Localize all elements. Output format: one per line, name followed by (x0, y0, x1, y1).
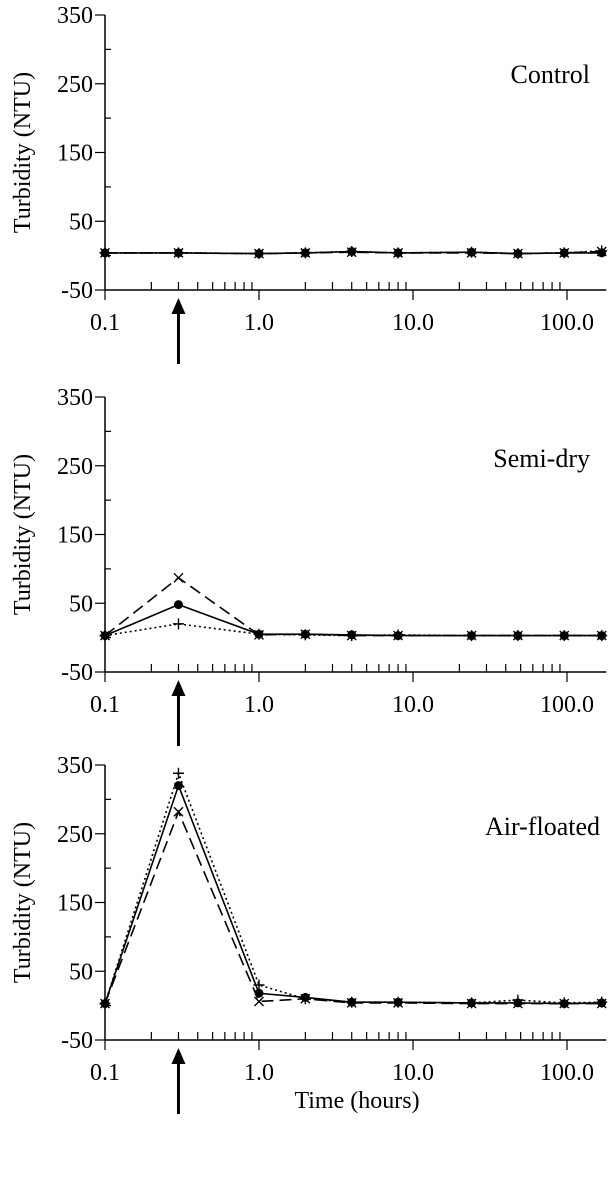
data-point-dot (467, 998, 477, 1008)
series-line-dot (105, 250, 602, 255)
arrow-head-icon (171, 298, 186, 314)
y-tick-label: 350 (57, 385, 93, 411)
x-tick-label: 10.0 (392, 692, 434, 718)
series-line-dot (104, 783, 602, 1005)
data-point-dot (467, 247, 477, 257)
y-axis-title: Turbidity (NTU) (10, 822, 36, 983)
y-tick-label: -50 (61, 1028, 93, 1054)
y-tick-label: -50 (61, 278, 93, 304)
y-tick-label: 350 (57, 3, 93, 29)
data-point-dot (597, 998, 607, 1008)
data-point-dot (467, 631, 477, 641)
panel-label: Semi-dry (493, 444, 590, 473)
series-line-plus (104, 770, 602, 1004)
chart-panel-1: 350 250 150 50 -50 0.1 1.0 10.0 100.0 Turbidity (… (10, 3, 608, 364)
data-point-dot (597, 248, 607, 258)
x-axis-title: Time (hours) (294, 1088, 419, 1114)
y-tick-label: 250 (57, 822, 93, 848)
y-tick-label: 350 (57, 753, 93, 779)
y-tick-label: -50 (61, 660, 93, 686)
x-tick-label: 0.1 (90, 1060, 120, 1086)
x-tick-label: 0.1 (90, 692, 120, 718)
y-tick-label: 250 (57, 72, 93, 98)
data-point-dot (513, 249, 523, 259)
y-tick-label: 150 (57, 523, 93, 549)
y-tick-label: 50 (69, 209, 93, 235)
x-tick-label: 100.0 (540, 1060, 594, 1086)
data-point-dot (559, 999, 569, 1009)
data-point-dot (254, 988, 264, 998)
data-point-dot (100, 631, 110, 641)
arrow-head-icon (171, 1048, 186, 1064)
data-point-dot (100, 999, 110, 1009)
data-point-dot (300, 248, 310, 258)
x-tick-label: 1.0 (244, 310, 274, 336)
data-point-cross (254, 996, 264, 1007)
data-point-dot (513, 998, 523, 1008)
data-point-dot (559, 631, 569, 641)
chart-panel-2: 350 250 150 50 -50 0.1 1.0 10.0 100.0 Turbidity (… (10, 385, 608, 746)
x-tick-label: 0.1 (90, 310, 120, 336)
chart-panel-3: 350 250 150 50 -50 0.1 1.0 10.0 100.0 Turbidity (… (10, 753, 608, 1114)
data-point-cross (173, 806, 184, 817)
data-point-dot (597, 631, 607, 641)
data-point-dot (347, 247, 357, 256)
x-tick-label: 10.0 (392, 310, 434, 336)
data-point-dot (513, 631, 523, 641)
y-tick-label: 150 (57, 891, 93, 917)
y-axis-title: Turbidity (NTU) (10, 72, 36, 233)
x-tick-label: 1.0 (244, 692, 274, 718)
data-point-plus (172, 618, 184, 630)
panel-label: Control (511, 60, 590, 89)
data-point-dot (347, 630, 357, 640)
y-tick-label: 250 (57, 454, 93, 480)
data-point-dot (173, 600, 183, 610)
data-point-dot (393, 631, 403, 641)
data-point-dot (300, 629, 310, 639)
data-point-dot (347, 997, 357, 1007)
series-line-dot (104, 603, 602, 637)
y-tick-label: 150 (57, 141, 93, 167)
data-point-plus (172, 767, 184, 779)
arrow-head-icon (171, 680, 186, 696)
data-point-dot (393, 997, 403, 1007)
panel-label: Air-floated (485, 812, 600, 841)
data-point-dot (254, 249, 264, 259)
x-tick-label: 100.0 (540, 692, 594, 718)
data-point-dot (254, 629, 264, 639)
data-point-dot (393, 248, 403, 258)
data-point-dot (300, 992, 310, 1002)
data-point-dot (173, 781, 183, 791)
data-point-cross (173, 572, 184, 583)
data-point-dot (559, 248, 569, 258)
x-tick-label: 1.0 (244, 1060, 274, 1086)
x-tick-label: 100.0 (540, 310, 594, 336)
y-axis-title: Turbidity (NTU) (10, 454, 36, 615)
data-point-dot (100, 248, 110, 258)
y-tick-label: 50 (69, 959, 93, 985)
y-tick-label: 50 (69, 591, 93, 617)
data-point-dot (173, 248, 183, 258)
x-tick-label: 10.0 (392, 1060, 434, 1086)
